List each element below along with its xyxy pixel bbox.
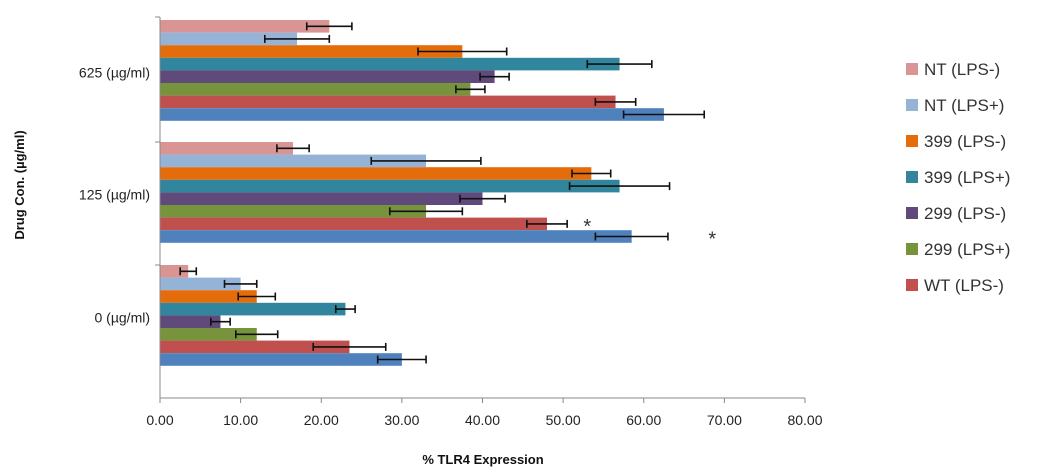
x-tick-label: 80.00 bbox=[787, 412, 822, 428]
error-bar bbox=[209, 317, 231, 326]
significance-marker: * bbox=[583, 216, 591, 238]
bar bbox=[160, 205, 427, 218]
error-bar bbox=[479, 72, 510, 81]
error-bar bbox=[234, 330, 279, 339]
legend: NT (LPS-) NT (LPS+) 399 (LPS-) 399 (LPS+) 29… bbox=[906, 60, 1010, 295]
labels-layer: 0.00 10.00 20.00 30.00 40.00 50.00 60.00 70.00 8… bbox=[12, 64, 823, 467]
error-bar bbox=[586, 60, 653, 69]
bar bbox=[160, 340, 350, 354]
bar bbox=[160, 179, 620, 193]
error-bar bbox=[223, 279, 258, 288]
legend-item: WT (LPS-) bbox=[906, 276, 1004, 295]
y-category-label: 0 (µg/ml) bbox=[94, 309, 150, 325]
error-bar bbox=[459, 194, 506, 203]
error-bar bbox=[526, 219, 568, 228]
bar bbox=[160, 57, 620, 71]
bar bbox=[160, 302, 346, 316]
bar bbox=[160, 95, 616, 109]
x-tick-label: 40.00 bbox=[465, 412, 500, 428]
error-bar bbox=[571, 169, 612, 178]
legend-item: 299 (LPS-) bbox=[906, 204, 1006, 223]
legend-swatch bbox=[906, 99, 918, 111]
error-bar bbox=[370, 156, 482, 165]
legend-swatch bbox=[906, 171, 918, 183]
error-bar bbox=[237, 292, 277, 301]
legend-label: WT (LPS-) bbox=[924, 276, 1004, 295]
y-category-label: 625 (µg/ml) bbox=[79, 64, 150, 80]
error-bar bbox=[388, 207, 464, 216]
legend-label: NT (LPS+) bbox=[924, 96, 1004, 115]
legend-swatch bbox=[906, 279, 918, 291]
bar bbox=[160, 167, 592, 180]
legend-swatch bbox=[906, 63, 918, 75]
bar bbox=[160, 70, 495, 83]
bar bbox=[160, 353, 402, 366]
x-tick-label: 20.00 bbox=[304, 412, 339, 428]
legend-swatch bbox=[906, 135, 918, 147]
bar bbox=[160, 45, 463, 58]
error-bar bbox=[622, 110, 706, 119]
legend-item: 299 (LPS+) bbox=[906, 240, 1010, 259]
legend-swatch bbox=[906, 207, 918, 219]
legend-label: 399 (LPS-) bbox=[924, 132, 1006, 151]
x-tick-label: 60.00 bbox=[626, 412, 661, 428]
bar bbox=[160, 315, 221, 328]
bar bbox=[160, 290, 257, 303]
y-axis-title: Drug Con. (µg/ml) bbox=[12, 130, 27, 239]
error-bar bbox=[305, 22, 353, 31]
error-bar bbox=[417, 47, 508, 56]
x-tick-label: 0.00 bbox=[146, 412, 173, 428]
error-bar bbox=[179, 267, 198, 276]
bars-layer bbox=[160, 20, 664, 366]
x-tick-label: 30.00 bbox=[384, 412, 419, 428]
bar bbox=[160, 265, 189, 278]
legend-swatch bbox=[906, 243, 918, 255]
error-bars-layer bbox=[179, 22, 706, 364]
x-tick-label: 70.00 bbox=[707, 412, 742, 428]
bar bbox=[160, 192, 483, 205]
error-bar bbox=[594, 232, 669, 241]
legend-item: 399 (LPS-) bbox=[906, 132, 1006, 151]
bar bbox=[160, 277, 241, 291]
bar bbox=[160, 20, 330, 33]
x-axis-title: % TLR4 Expression bbox=[422, 452, 543, 467]
bar bbox=[160, 108, 664, 121]
bar bbox=[160, 83, 471, 96]
y-category-label: 125 (µg/ml) bbox=[79, 186, 150, 202]
legend-label: 399 (LPS+) bbox=[924, 168, 1010, 187]
significance-marker: * bbox=[708, 229, 716, 251]
legend-item: NT (LPS+) bbox=[906, 96, 1004, 115]
error-bar bbox=[276, 144, 310, 153]
error-bar bbox=[376, 355, 427, 364]
x-tick-label: 10.00 bbox=[223, 412, 258, 428]
axes-layer bbox=[155, 16, 806, 403]
bar bbox=[160, 154, 427, 168]
legend-label: 299 (LPS-) bbox=[924, 204, 1006, 223]
legend-label: 299 (LPS+) bbox=[924, 240, 1010, 259]
legend-label: NT (LPS-) bbox=[924, 60, 1000, 79]
error-bar bbox=[568, 182, 671, 191]
bar bbox=[160, 142, 294, 155]
error-bar bbox=[264, 34, 331, 43]
bar bbox=[160, 32, 298, 46]
error-bar bbox=[455, 85, 486, 94]
x-tick-label: 50.00 bbox=[546, 412, 581, 428]
legend-item: 399 (LPS+) bbox=[906, 168, 1010, 187]
bar bbox=[160, 217, 547, 231]
error-bar bbox=[334, 305, 356, 314]
bar bbox=[160, 230, 632, 243]
error-bar bbox=[594, 97, 637, 106]
bar bbox=[160, 328, 257, 341]
legend-item: NT (LPS-) bbox=[906, 60, 1000, 79]
error-bar bbox=[312, 342, 387, 351]
